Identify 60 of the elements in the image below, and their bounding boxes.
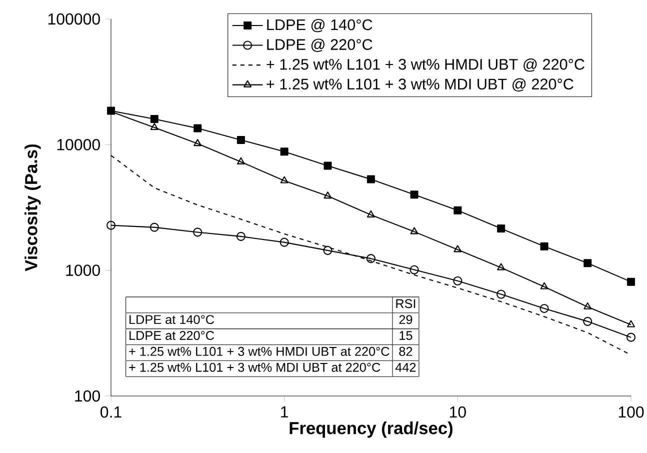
point [194,124,202,132]
annotation: + 1.25 wt% L101 + 3 wt% MDI UBT at 220°C [129,362,380,372]
point [497,263,506,270]
point [454,245,462,252]
point [280,238,289,247]
point [324,162,332,170]
point [454,206,462,214]
point [410,190,418,199]
point [584,302,592,310]
annotation: 82 [399,346,412,356]
legend-label: LDPE @ 140°C [267,18,372,32]
point [626,332,636,342]
point [626,278,636,286]
y-tick-label: 100 [75,390,100,402]
point [410,265,419,274]
point [150,222,159,232]
annotation: 29 [399,315,412,324]
point [324,192,332,199]
legend-label: LDPE @ 220°C [267,38,372,52]
annotation: RSI [396,299,416,308]
point [453,276,462,286]
x-tick-label: 100 [618,406,644,418]
annotation: 15 [400,331,412,340]
point [410,227,418,234]
point [583,316,592,326]
y-axis-title: Viscosity (Pa.s) [24,144,41,272]
annotation: LDPE at 140°C [130,315,214,324]
annotation: LDPE at 220°C [130,331,214,340]
point [366,175,375,184]
point [236,232,246,241]
point [236,157,245,164]
x-tick-label: 0.1 [100,406,122,418]
point [366,254,376,264]
point [540,242,548,250]
y-tick-label: 10000 [57,139,100,150]
point [323,246,332,255]
point [496,290,506,299]
point [627,320,635,328]
x-tick-label: 10 [450,406,466,418]
point [280,176,288,184]
point [540,304,549,314]
point [366,210,375,218]
point [150,122,158,130]
point [194,139,202,146]
x-tick-label: 1 [281,406,288,418]
point [280,148,288,156]
point [497,224,506,233]
y-tick-label: 1000 [66,264,100,276]
x-axis-title: Frequency (rad/sec) [290,422,452,438]
legend-label: + 1.25 wt% L101 + 3 wt% MDI UBT @ 220°C [266,78,574,92]
point [540,282,548,290]
point [236,136,245,144]
point [193,228,202,237]
point [584,259,592,268]
y-tick-label: 100000 [48,13,100,25]
point [150,115,158,124]
annotation: + 1.25 wt% L101 + 3 wt% HMDI UBT at 220°C [129,346,390,356]
legend-label: + 1.25 wt% L101 + 3 wt% HMDI UBT @ 220°C [266,58,584,72]
annotation: 442 [395,362,416,372]
point [106,220,116,230]
